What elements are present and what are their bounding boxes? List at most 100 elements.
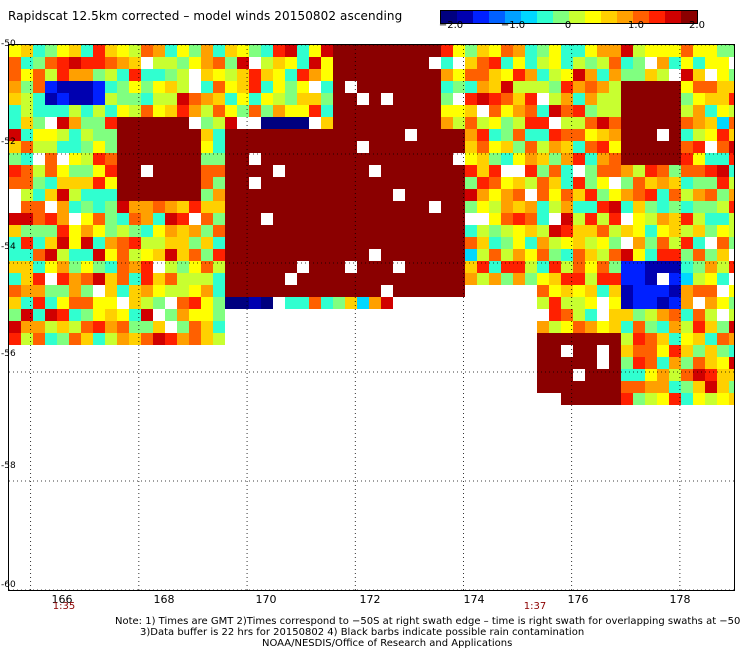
heatmap-cell bbox=[321, 117, 333, 129]
heatmap-cell bbox=[645, 129, 657, 141]
heatmap-cell bbox=[621, 57, 633, 69]
heatmap-cell bbox=[549, 273, 561, 285]
heatmap-cell bbox=[477, 141, 489, 153]
heatmap-cell bbox=[81, 93, 93, 105]
colorbar-swatch bbox=[569, 11, 585, 23]
heatmap-cell bbox=[573, 273, 585, 285]
heatmap-cell bbox=[105, 309, 117, 321]
heatmap-cell bbox=[273, 201, 285, 213]
heatmap-cell bbox=[681, 129, 693, 141]
heatmap-cell bbox=[609, 237, 621, 249]
heatmap-cell bbox=[261, 105, 273, 117]
heatmap-cell bbox=[441, 57, 453, 69]
heatmap-cell bbox=[609, 381, 621, 393]
heatmap-cell bbox=[585, 381, 597, 393]
heatmap-cell bbox=[285, 261, 297, 273]
heatmap-cell bbox=[189, 129, 201, 141]
heatmap-cell bbox=[573, 81, 585, 93]
heatmap-cell bbox=[9, 333, 21, 345]
heatmap-cell bbox=[189, 165, 201, 177]
heatmap-cell bbox=[297, 57, 309, 69]
heatmap-cell bbox=[609, 321, 621, 333]
heatmap-cell bbox=[81, 273, 93, 285]
heatmap-cell bbox=[81, 105, 93, 117]
heatmap-cell bbox=[501, 237, 513, 249]
heatmap-cell bbox=[213, 225, 225, 237]
heatmap-cell bbox=[585, 297, 597, 309]
heatmap-cell bbox=[309, 129, 321, 141]
heatmap-cell bbox=[729, 225, 734, 237]
heatmap-cell bbox=[729, 141, 734, 153]
heatmap-cell bbox=[21, 45, 33, 57]
colorbar bbox=[440, 10, 698, 24]
heatmap-cell bbox=[633, 117, 645, 129]
heatmap-cell bbox=[441, 261, 453, 273]
heatmap-cell bbox=[693, 165, 705, 177]
heatmap-cell bbox=[597, 153, 609, 165]
heatmap-cell bbox=[429, 69, 441, 81]
heatmap-cell bbox=[705, 345, 717, 357]
heatmap-cell bbox=[309, 165, 321, 177]
heatmap-cell bbox=[141, 81, 153, 93]
heatmap-cell bbox=[249, 189, 261, 201]
heatmap-cell bbox=[477, 177, 489, 189]
heatmap-cell bbox=[645, 261, 657, 273]
heatmap-cell bbox=[465, 93, 477, 105]
heatmap-cell bbox=[705, 297, 717, 309]
heatmap-cell bbox=[117, 93, 129, 105]
heatmap-cell bbox=[81, 249, 93, 261]
heatmap-cell bbox=[177, 141, 189, 153]
heatmap-cell bbox=[213, 81, 225, 93]
heatmap-cell bbox=[93, 225, 105, 237]
heatmap-cell bbox=[729, 81, 734, 93]
heatmap-cell bbox=[669, 381, 681, 393]
heatmap-cell bbox=[657, 153, 669, 165]
heatmap-cell bbox=[729, 213, 734, 225]
heatmap-cell bbox=[513, 213, 525, 225]
heatmap-cell bbox=[717, 141, 729, 153]
heatmap-cell bbox=[585, 249, 597, 261]
heatmap-cell bbox=[285, 201, 297, 213]
heatmap-cell bbox=[453, 45, 465, 57]
heatmap-cell bbox=[249, 285, 261, 297]
heatmap-cell bbox=[477, 153, 489, 165]
heatmap-cell bbox=[33, 57, 45, 69]
heatmap-cell bbox=[45, 141, 57, 153]
heatmap-cell bbox=[429, 285, 441, 297]
colorbar-tick-neg1: −1.0 bbox=[500, 20, 526, 31]
heatmap-cell bbox=[213, 177, 225, 189]
heatmap-cell bbox=[285, 153, 297, 165]
heatmap-cell bbox=[693, 177, 705, 189]
heatmap-cell bbox=[681, 153, 693, 165]
heatmap-cell bbox=[657, 393, 669, 405]
heatmap-cell bbox=[729, 45, 734, 57]
heatmap-cell bbox=[93, 69, 105, 81]
heatmap-cell bbox=[609, 345, 621, 357]
heatmap-cell bbox=[237, 225, 249, 237]
heatmap-cell bbox=[621, 357, 633, 369]
heatmap-cell bbox=[297, 201, 309, 213]
heatmap-cell bbox=[225, 141, 237, 153]
heatmap-cell bbox=[441, 249, 453, 261]
heatmap-cell bbox=[105, 105, 117, 117]
heatmap-cell bbox=[33, 261, 45, 273]
heatmap-cell bbox=[201, 333, 213, 345]
heatmap-cell bbox=[633, 165, 645, 177]
heatmap-cell bbox=[549, 357, 561, 369]
heatmap-cell bbox=[669, 129, 681, 141]
heatmap-cell bbox=[717, 201, 729, 213]
heatmap-cell bbox=[237, 261, 249, 273]
heatmap-cell bbox=[537, 273, 549, 285]
heatmap-cell bbox=[153, 57, 165, 69]
heatmap-cell bbox=[645, 213, 657, 225]
heatmap-cell bbox=[417, 237, 429, 249]
heatmap-cell bbox=[201, 129, 213, 141]
heatmap-cell bbox=[681, 45, 693, 57]
heatmap-cell bbox=[465, 81, 477, 93]
heatmap-cell bbox=[213, 105, 225, 117]
heatmap-cell bbox=[705, 381, 717, 393]
heatmap-cell bbox=[93, 237, 105, 249]
heatmap-cell bbox=[369, 201, 381, 213]
heatmap-cell bbox=[573, 69, 585, 81]
heatmap-cell bbox=[189, 57, 201, 69]
